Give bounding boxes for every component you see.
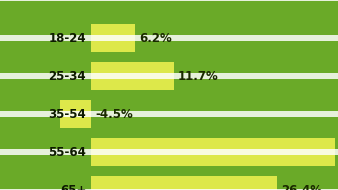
Text: 25-34: 25-34 — [49, 70, 86, 82]
Text: 18-24: 18-24 — [49, 32, 86, 44]
Text: 26.4%: 26.4% — [282, 184, 322, 190]
Bar — [91, 176, 277, 190]
Text: 6.2%: 6.2% — [139, 32, 172, 44]
Bar — [91, 62, 174, 90]
Bar — [91, 138, 335, 166]
Text: -4.5%: -4.5% — [95, 108, 133, 120]
Text: 11.7%: 11.7% — [178, 70, 219, 82]
Text: 35-54: 35-54 — [48, 108, 86, 120]
Bar — [59, 100, 91, 128]
Text: 65+: 65+ — [60, 184, 86, 190]
Text: 55-64: 55-64 — [48, 146, 86, 158]
Bar — [91, 24, 135, 52]
